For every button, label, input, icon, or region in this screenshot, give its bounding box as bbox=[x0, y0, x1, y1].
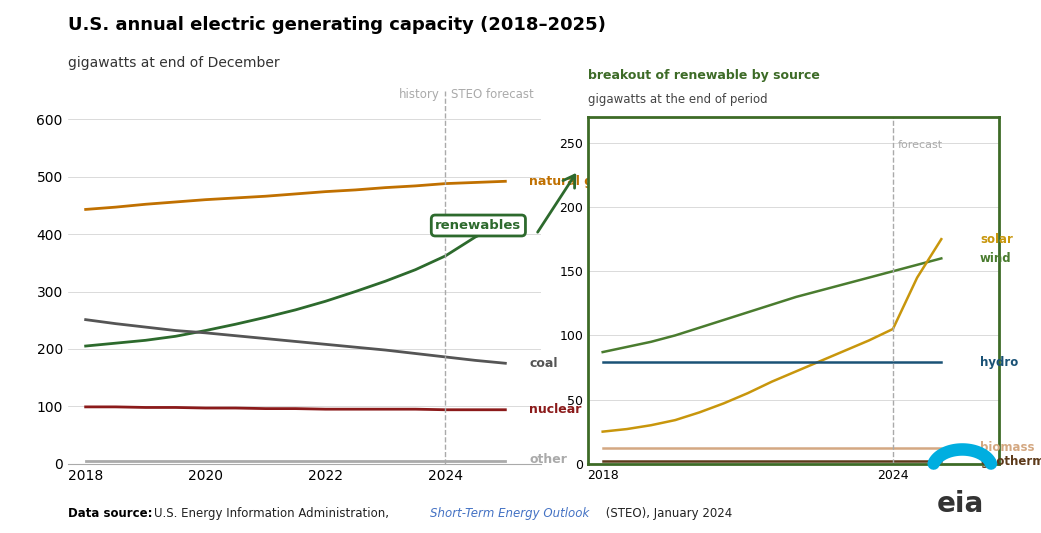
Text: other: other bbox=[529, 453, 567, 466]
Text: nuclear: nuclear bbox=[529, 403, 582, 416]
Text: U.S. Energy Information Administration,: U.S. Energy Information Administration, bbox=[154, 507, 392, 520]
Text: Short-Term Energy Outlook: Short-Term Energy Outlook bbox=[430, 507, 589, 520]
Text: U.S. annual electric generating capacity (2018–2025): U.S. annual electric generating capacity… bbox=[68, 16, 606, 34]
Text: eia: eia bbox=[937, 490, 984, 518]
Text: breakout of renewable by source: breakout of renewable by source bbox=[588, 69, 820, 82]
Text: STEO forecast: STEO forecast bbox=[452, 88, 534, 101]
Text: coal: coal bbox=[529, 357, 558, 370]
Text: forecast: forecast bbox=[897, 140, 943, 150]
Text: hydro: hydro bbox=[980, 356, 1018, 369]
Text: (STEO), January 2024: (STEO), January 2024 bbox=[602, 507, 732, 520]
Text: gigawatts at the end of period: gigawatts at the end of period bbox=[588, 93, 768, 106]
Text: geothermal: geothermal bbox=[980, 455, 1041, 467]
Text: Data source:: Data source: bbox=[68, 507, 152, 520]
Text: wind: wind bbox=[980, 252, 1012, 265]
Text: history: history bbox=[399, 88, 439, 101]
Text: renewables: renewables bbox=[435, 219, 522, 232]
Text: natural gas: natural gas bbox=[529, 175, 609, 188]
Text: biomass: biomass bbox=[980, 441, 1035, 454]
Text: solar: solar bbox=[980, 233, 1013, 246]
Text: gigawatts at end of December: gigawatts at end of December bbox=[68, 56, 279, 70]
